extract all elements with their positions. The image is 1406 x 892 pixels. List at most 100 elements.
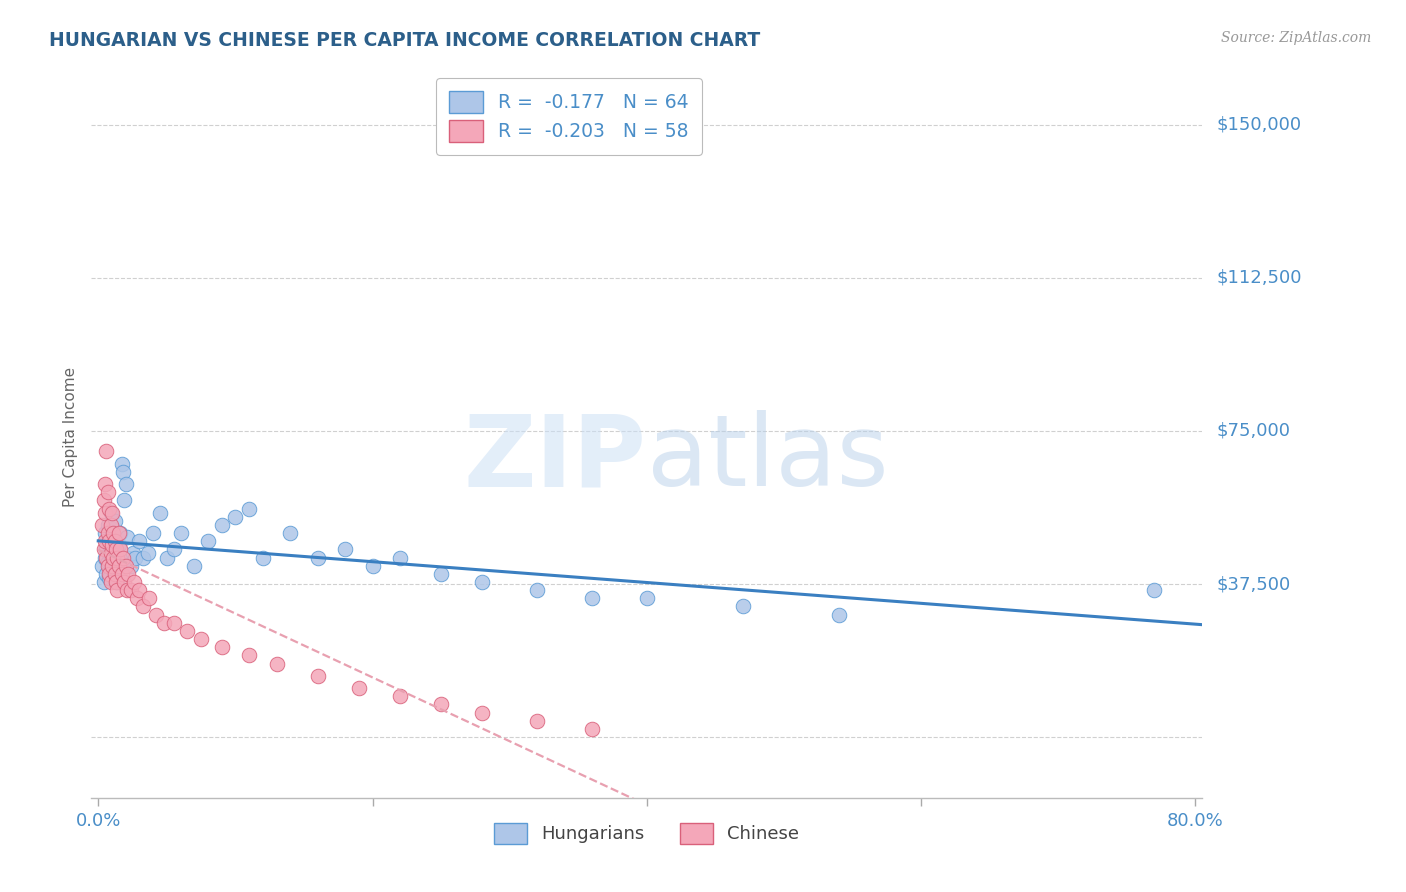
Point <box>252 550 274 565</box>
Point <box>112 493 135 508</box>
Point <box>104 542 127 557</box>
Point <box>388 690 411 704</box>
Point <box>238 501 260 516</box>
Point <box>238 648 260 663</box>
Point <box>98 501 121 516</box>
Point <box>183 558 205 573</box>
Point <box>105 542 128 557</box>
Y-axis label: Per Capita Income: Per Capita Income <box>63 367 79 508</box>
Point <box>94 477 117 491</box>
Point <box>98 571 121 585</box>
Point <box>103 526 125 541</box>
Point <box>93 574 115 589</box>
Point <box>388 550 411 565</box>
Point <box>828 607 851 622</box>
Point <box>190 632 212 647</box>
Point <box>361 558 384 573</box>
Point <box>142 526 165 541</box>
Point <box>91 517 114 532</box>
Point <box>103 550 125 565</box>
Point <box>197 534 219 549</box>
Point <box>101 550 124 565</box>
Point <box>132 550 155 565</box>
Point <box>104 514 127 528</box>
Point <box>96 542 118 557</box>
Point <box>103 522 125 536</box>
Point <box>145 607 167 622</box>
Point <box>149 506 172 520</box>
Point <box>115 583 138 598</box>
Text: Source: ZipAtlas.com: Source: ZipAtlas.com <box>1220 31 1371 45</box>
Point <box>105 534 128 549</box>
Point <box>120 583 142 598</box>
Point <box>94 534 117 549</box>
Point <box>307 550 329 565</box>
Point <box>101 558 124 573</box>
Point <box>169 526 191 541</box>
Point <box>1143 583 1166 598</box>
Point <box>333 542 356 557</box>
Point <box>105 574 128 589</box>
Point <box>101 558 124 573</box>
Point <box>163 542 186 557</box>
Point <box>100 538 122 552</box>
Point <box>114 558 136 573</box>
Point <box>108 538 131 552</box>
Point <box>98 534 121 549</box>
Point <box>107 574 129 589</box>
Point <box>120 558 142 573</box>
Point <box>97 526 120 541</box>
Point <box>581 591 603 606</box>
Point <box>136 546 159 560</box>
Text: atlas: atlas <box>647 410 889 508</box>
Point <box>156 550 179 565</box>
Text: $112,500: $112,500 <box>1216 268 1302 287</box>
Point <box>91 558 114 573</box>
Point <box>112 574 135 589</box>
Point <box>347 681 370 695</box>
Point <box>100 574 122 589</box>
Point <box>132 599 155 614</box>
Text: $150,000: $150,000 <box>1216 116 1301 134</box>
Point <box>105 555 128 569</box>
Point <box>125 591 148 606</box>
Point <box>97 558 120 573</box>
Point <box>163 615 186 630</box>
Point <box>581 722 603 736</box>
Point <box>93 542 115 557</box>
Point <box>211 517 233 532</box>
Point <box>104 566 127 581</box>
Point <box>97 485 120 500</box>
Point <box>526 714 548 728</box>
Point <box>224 509 246 524</box>
Point <box>101 538 124 552</box>
Point <box>96 550 118 565</box>
Point <box>731 599 754 614</box>
Point <box>100 506 122 520</box>
Text: HUNGARIAN VS CHINESE PER CAPITA INCOME CORRELATION CHART: HUNGARIAN VS CHINESE PER CAPITA INCOME C… <box>49 31 761 50</box>
Point <box>128 583 150 598</box>
Point <box>98 546 121 560</box>
Point <box>122 574 145 589</box>
Point <box>103 563 125 577</box>
Point <box>96 566 118 581</box>
Point <box>108 558 131 573</box>
Point <box>110 566 132 581</box>
Point <box>101 506 124 520</box>
Point <box>117 566 139 581</box>
Point <box>101 530 124 544</box>
Point <box>307 669 329 683</box>
Point <box>110 457 132 471</box>
Point <box>114 477 136 491</box>
Point <box>108 526 131 541</box>
Point <box>121 546 143 560</box>
Point <box>636 591 658 606</box>
Point <box>97 517 120 532</box>
Point <box>115 530 138 544</box>
Point <box>471 574 494 589</box>
Point <box>128 534 150 549</box>
Point <box>94 526 117 541</box>
Point <box>96 444 118 458</box>
Point <box>211 640 233 655</box>
Text: ZIP: ZIP <box>464 410 647 508</box>
